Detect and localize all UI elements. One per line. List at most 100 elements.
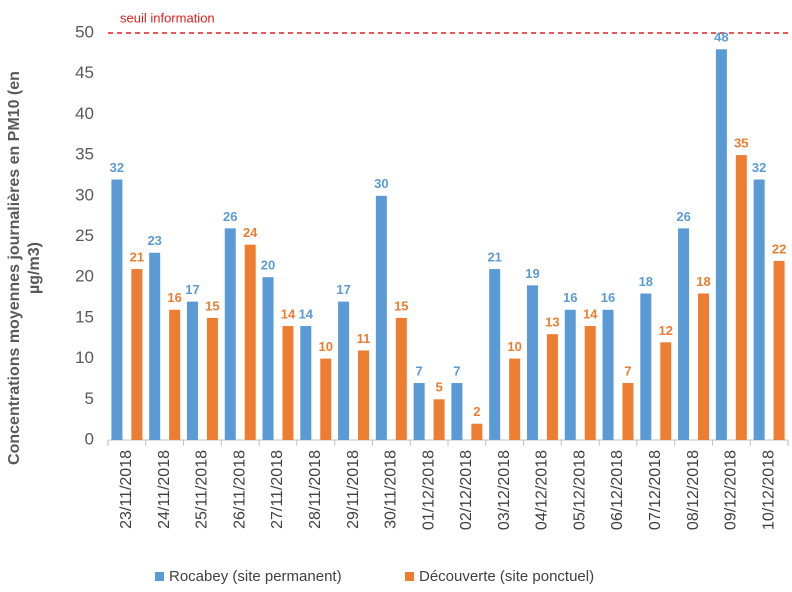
bar bbox=[169, 309, 181, 440]
bar bbox=[584, 326, 596, 440]
data-label: 26 bbox=[223, 209, 237, 224]
data-label: 35 bbox=[734, 136, 748, 151]
bar bbox=[753, 179, 765, 440]
data-label: 14 bbox=[583, 306, 598, 321]
data-label: 5 bbox=[435, 380, 442, 395]
bar bbox=[546, 334, 558, 440]
data-label: 23 bbox=[147, 233, 161, 248]
data-label: 17 bbox=[336, 282, 350, 297]
x-tick-label: 01/12/2018 bbox=[420, 450, 437, 530]
bar bbox=[509, 358, 521, 440]
data-label: 15 bbox=[205, 298, 219, 313]
bar bbox=[224, 228, 236, 440]
bar bbox=[338, 301, 350, 440]
x-tick-label: 29/11/2018 bbox=[345, 450, 362, 529]
bar bbox=[564, 309, 576, 440]
x-tick-label: 27/11/2018 bbox=[269, 450, 286, 529]
data-label: 48 bbox=[714, 30, 728, 45]
bar bbox=[715, 49, 727, 440]
y-tick-label: 45 bbox=[75, 63, 94, 82]
data-label: 7 bbox=[416, 363, 423, 378]
bar bbox=[111, 179, 123, 440]
bar bbox=[773, 260, 785, 440]
x-tick-label: 28/11/2018 bbox=[307, 450, 324, 529]
bar bbox=[433, 399, 445, 440]
y-tick-label: 10 bbox=[75, 348, 94, 367]
bar bbox=[660, 342, 672, 440]
data-label: 16 bbox=[167, 290, 181, 305]
bar bbox=[622, 383, 634, 440]
bar bbox=[206, 317, 218, 440]
y-tick-label: 25 bbox=[75, 226, 94, 245]
data-label: 7 bbox=[453, 363, 460, 378]
x-tick-label: 02/12/2018 bbox=[458, 450, 475, 530]
x-tick-label: 30/11/2018 bbox=[383, 450, 400, 529]
x-tick-label: 23/11/2018 bbox=[118, 450, 135, 529]
data-label: 22 bbox=[772, 241, 786, 256]
x-tick-label: 03/12/2018 bbox=[496, 450, 513, 530]
data-label: 21 bbox=[130, 249, 144, 264]
bar bbox=[300, 326, 312, 440]
data-label: 14 bbox=[281, 306, 296, 321]
data-label: 32 bbox=[110, 160, 124, 175]
y-axis-label: Concentrations moyennes journalières en … bbox=[6, 71, 43, 465]
bar bbox=[186, 301, 198, 440]
data-label: 16 bbox=[563, 290, 577, 305]
bar bbox=[413, 383, 425, 440]
data-label: 26 bbox=[676, 209, 690, 224]
x-tick-label: 07/12/2018 bbox=[647, 450, 664, 530]
data-label: 7 bbox=[624, 363, 631, 378]
data-label: 11 bbox=[357, 331, 371, 346]
x-tick-label: 25/11/2018 bbox=[194, 450, 211, 529]
bar bbox=[358, 350, 370, 440]
data-label: 21 bbox=[487, 249, 501, 264]
data-label: 10 bbox=[319, 339, 333, 354]
bar bbox=[375, 195, 387, 440]
bar bbox=[282, 326, 294, 440]
data-label: 10 bbox=[507, 339, 521, 354]
x-tick-label: 24/11/2018 bbox=[156, 450, 173, 529]
x-tick-label: 06/12/2018 bbox=[609, 450, 626, 530]
x-tick-label: 05/12/2018 bbox=[571, 450, 588, 530]
data-label: 18 bbox=[639, 274, 653, 289]
x-tick-label: 10/12/2018 bbox=[760, 450, 777, 530]
data-label: 24 bbox=[243, 225, 258, 240]
bar bbox=[489, 269, 501, 440]
data-label: 30 bbox=[374, 176, 388, 191]
y-tick-label: 15 bbox=[75, 307, 94, 326]
x-tick-label: 08/12/2018 bbox=[685, 450, 702, 530]
annotation: seuil information bbox=[120, 10, 215, 25]
data-label: 18 bbox=[696, 274, 710, 289]
bar bbox=[131, 269, 143, 440]
data-label: 12 bbox=[659, 323, 673, 338]
legend-label: Découverte (site ponctuel) bbox=[419, 568, 594, 585]
data-label: 15 bbox=[394, 298, 408, 313]
data-label: 14 bbox=[299, 306, 314, 321]
data-label: 16 bbox=[601, 290, 615, 305]
y-tick-label: 5 bbox=[85, 389, 94, 408]
bar bbox=[526, 285, 538, 440]
data-label: 17 bbox=[185, 282, 199, 297]
data-label: 32 bbox=[752, 160, 766, 175]
data-label: 13 bbox=[545, 315, 559, 330]
y-tick-label: 30 bbox=[75, 185, 94, 204]
data-label: 20 bbox=[261, 258, 275, 273]
x-tick-label: 26/11/2018 bbox=[231, 450, 248, 529]
data-label: 2 bbox=[473, 404, 480, 419]
y-tick-label: 35 bbox=[75, 145, 94, 164]
bar bbox=[320, 358, 332, 440]
bar bbox=[262, 277, 274, 440]
bar bbox=[602, 309, 614, 440]
bar bbox=[735, 155, 747, 440]
bar bbox=[395, 317, 407, 440]
x-tick-label: 09/12/2018 bbox=[723, 450, 740, 530]
y-tick-label: 50 bbox=[75, 22, 94, 41]
data-label: 19 bbox=[525, 266, 539, 281]
legend-swatch bbox=[405, 572, 414, 581]
y-tick-label: 0 bbox=[85, 429, 94, 448]
bar bbox=[640, 293, 652, 440]
y-tick-label: 20 bbox=[75, 267, 94, 286]
x-tick-label: 04/12/2018 bbox=[534, 450, 551, 530]
bar bbox=[698, 293, 710, 440]
